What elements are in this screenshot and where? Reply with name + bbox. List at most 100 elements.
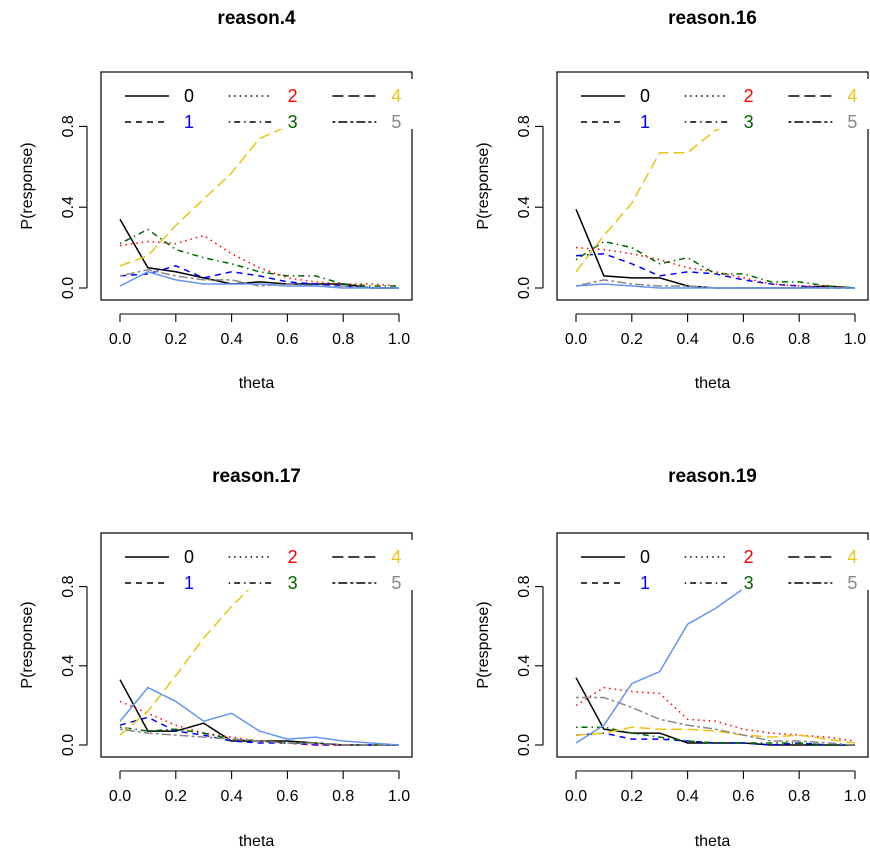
y-tick-label: 0.0: [516, 734, 533, 756]
y-tick-label: 0.4: [60, 655, 77, 677]
plot-frame: [556, 71, 869, 301]
plot-frame: [100, 532, 413, 758]
y-axis-label: P(response): [475, 601, 492, 688]
x-tick-label: 0.4: [220, 331, 242, 348]
legend-label-1: 1: [640, 112, 650, 132]
legend-label-3: 3: [288, 112, 298, 132]
y-tick-label: 0.8: [516, 115, 533, 137]
x-tick-label: 0.2: [621, 788, 643, 805]
x-tick-label: 0.6: [732, 788, 754, 805]
series-lines: [119, 87, 400, 289]
x-tick-label: 0.8: [788, 331, 810, 348]
x-tick-label: 1.0: [388, 331, 410, 348]
x-axis-label: theta: [695, 375, 731, 392]
legend-label-0: 0: [640, 547, 650, 567]
legend-label-1: 1: [640, 573, 650, 593]
legend: 0 1 2 3 4 5: [560, 540, 870, 593]
legend-label-4: 4: [391, 86, 401, 106]
legend-label-0: 0: [184, 86, 194, 106]
series-line-6: [119, 686, 400, 746]
y-tick-label: 0.0: [60, 277, 77, 299]
series-line-3: [119, 228, 399, 287]
panel-1: reason.4 0.0 0.2 0.4 0.6 0.8 1.0 theta 0.0 0.4 0.8…: [19, 8, 427, 392]
y-tick-label: 0.8: [60, 575, 77, 597]
series-line-6: [119, 270, 399, 289]
panel-3: reason.17 0.0 0.2 0.4 0.6 0.8 1.0 theta 0.0 0.4 0.…: [19, 466, 427, 850]
legend: 0 1 2 3 4 5: [104, 540, 427, 593]
x-tick-label: 0.0: [565, 788, 587, 805]
legend-label-3: 3: [744, 112, 754, 132]
series-line-1: [119, 265, 399, 289]
x-tick-label: 0.8: [788, 788, 810, 805]
x-tick-label: 0.2: [621, 331, 643, 348]
series-line-0: [119, 218, 399, 289]
plot-frame: [556, 532, 869, 758]
panel-4: reason.19 0.0 0.2 0.4 0.6 0.8 1.0 theta 0.0 0.4 0.…: [475, 466, 870, 850]
x-tick-label: 0.4: [676, 331, 698, 348]
x-tick-label: 0.6: [276, 788, 298, 805]
x-tick-label: 1.0: [844, 788, 866, 805]
series-line-4: [575, 726, 856, 744]
x-tick-label: 0.2: [165, 788, 187, 805]
x-tick-label: 0.0: [109, 331, 131, 348]
series-lines: [575, 85, 856, 289]
legend-label-5: 5: [391, 112, 401, 132]
series-line-1: [575, 252, 855, 289]
y-axis-label: P(response): [475, 142, 492, 229]
x-tick-label: 0.6: [732, 331, 754, 348]
legend-label-4: 4: [847, 86, 857, 106]
panel-2: reason.16 0.0 0.2 0.4 0.6 0.8 1.0 theta 0.0 0.4 0.…: [475, 8, 870, 392]
series-line-2: [119, 700, 399, 746]
series-line-5: [119, 728, 399, 746]
legend-label-4: 4: [391, 547, 401, 567]
y-tick-label: 0.0: [516, 277, 533, 299]
series-line-2: [119, 234, 400, 287]
x-tick-label: 0.8: [332, 331, 354, 348]
legend-label-0: 0: [184, 547, 194, 567]
x-axis-label: theta: [239, 375, 275, 392]
legend-label-2: 2: [288, 547, 298, 567]
y-tick-label: 0.8: [60, 115, 77, 137]
series-line-1: [119, 716, 399, 746]
x-axis-label: theta: [239, 833, 275, 850]
panel-title: reason.19: [668, 466, 757, 487]
series-line-0: [575, 677, 855, 746]
legend-label-2: 2: [744, 86, 754, 106]
legend-label-2: 2: [288, 86, 298, 106]
y-axis-label: P(response): [19, 142, 36, 229]
panel-title: reason.17: [212, 466, 301, 487]
legend-label-2: 2: [744, 547, 754, 567]
series-line-6: [575, 283, 855, 289]
x-tick-label: 0.4: [220, 788, 242, 805]
legend-label-1: 1: [184, 573, 194, 593]
legend-label-5: 5: [847, 112, 857, 132]
y-tick-label: 0.8: [516, 575, 533, 597]
legend: 0 1 2 3 4 5: [104, 79, 427, 132]
x-tick-label: 1.0: [388, 788, 410, 805]
series-line-3: [575, 240, 856, 289]
legend-label-3: 3: [744, 573, 754, 593]
legend-label-5: 5: [391, 573, 401, 593]
legend: 0 1 2 3 4 5: [560, 79, 870, 132]
panel-title: reason.4: [217, 8, 296, 29]
series-line-0: [575, 208, 856, 289]
x-tick-label: 0.6: [276, 331, 298, 348]
series-line-5: [576, 696, 856, 746]
y-tick-label: 0.4: [60, 196, 77, 218]
x-tick-label: 0.0: [109, 788, 131, 805]
series-line-0: [119, 679, 399, 746]
x-tick-label: 0.4: [676, 788, 698, 805]
plot-frame: [100, 71, 413, 301]
y-axis-label: P(response): [19, 601, 36, 688]
legend-label-0: 0: [640, 86, 650, 106]
x-tick-label: 0.8: [332, 788, 354, 805]
panel-title: reason.16: [668, 8, 757, 29]
x-tick-label: 0.2: [165, 331, 187, 348]
y-tick-label: 0.0: [60, 734, 77, 756]
legend-label-4: 4: [847, 547, 857, 567]
y-tick-label: 0.4: [516, 196, 533, 218]
legend-label-1: 1: [184, 112, 194, 132]
series-line-2: [575, 686, 856, 742]
